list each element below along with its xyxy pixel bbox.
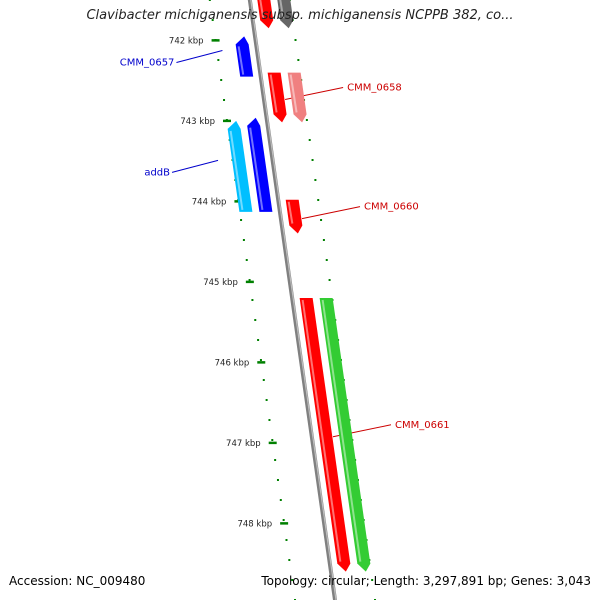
gene-arrow — [299, 297, 351, 572]
gene-arrow — [235, 36, 254, 77]
accession-label: Accession: NC_009480 — [9, 574, 146, 588]
gene-label-line — [176, 50, 223, 63]
gene-arrow — [285, 199, 303, 234]
gene-arrow — [287, 72, 307, 123]
tick-label: 742 kbp — [169, 36, 204, 46]
gene-highlight — [287, 201, 294, 224]
gene-highlight — [229, 130, 244, 210]
gene-label: CMM_0661 — [395, 420, 450, 431]
gene-arrow — [319, 297, 371, 572]
tick-label: 745 kbp — [203, 278, 238, 288]
tick-label: 743 kbp — [180, 117, 215, 127]
gene-highlight — [279, 0, 285, 19]
gene-arrow — [267, 72, 287, 123]
gene-highlight — [289, 74, 298, 113]
gene-highlight — [301, 299, 342, 562]
gene-highlight — [237, 46, 245, 75]
gene-label: CMM_0660 — [364, 202, 419, 213]
tick-label: 747 kbp — [226, 439, 261, 449]
gene-arrow — [227, 120, 253, 212]
backbone-line — [247, 0, 338, 600]
tick-label: 748 kbp — [237, 519, 272, 529]
gene-highlight — [321, 299, 362, 562]
gene-highlight — [269, 74, 278, 113]
gene-arrow — [257, 0, 274, 29]
gene-arrow — [247, 117, 273, 212]
gene-label: CMM_0657 — [120, 58, 175, 69]
tick-label: 746 kbp — [215, 358, 250, 368]
tick-label: 744 kbp — [192, 197, 227, 207]
backbone-highlight — [250, 0, 337, 600]
genome-summary: Topology: circular; Length: 3,297,891 bp… — [261, 574, 591, 588]
gene-label-line — [301, 206, 361, 220]
gene-label: CMM_0658 — [347, 83, 402, 94]
gene-highlight — [249, 127, 264, 210]
gene-label: addB — [144, 167, 170, 178]
gene-arrow — [277, 0, 294, 29]
gene-highlight — [259, 0, 265, 19]
gene-label-line — [171, 159, 219, 173]
map-title: Clavibacter michiganensis subsp. michiga… — [86, 8, 514, 23]
